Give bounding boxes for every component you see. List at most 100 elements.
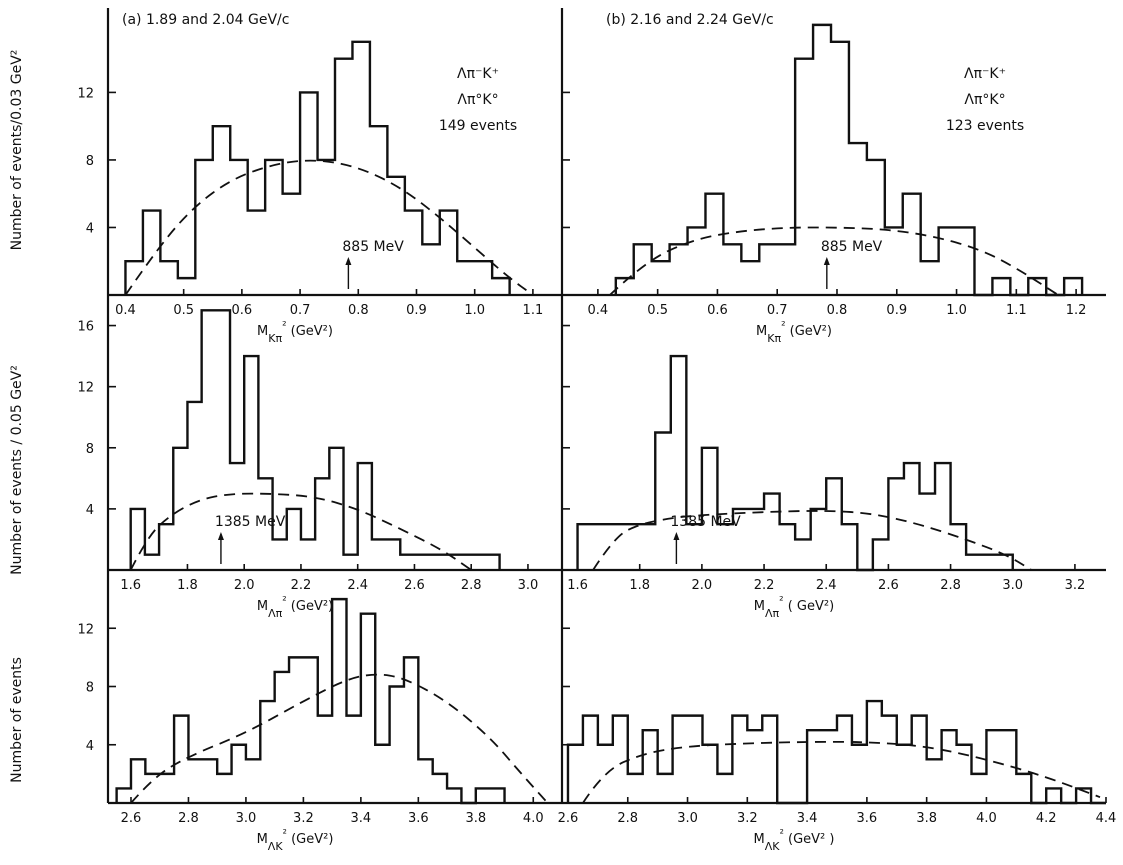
y-axis-label-top: Number of events/0.03 GeV² [9, 50, 25, 251]
x-tick-label: 2.0 [692, 578, 713, 593]
x-tick-label: 3.2 [1065, 578, 1086, 593]
annotation-arrowhead [217, 532, 224, 540]
x-tick-label: 0.7 [290, 303, 311, 318]
x-tick-label: 2.6 [404, 578, 425, 593]
fit-curve [609, 226, 1059, 296]
x-tick-label: 4.2 [1036, 811, 1057, 826]
annotation-label: 1385 MeV [215, 514, 286, 530]
y-tick-label: 8 [86, 442, 94, 457]
x-tick-label: 2.8 [461, 578, 482, 593]
x-tick-label: 4.0 [523, 811, 544, 826]
histogram-bars [566, 699, 1106, 805]
x-axis-label: MKπ² (GeV²) [756, 319, 832, 345]
x-tick-label: 0.4 [588, 303, 609, 318]
annotation-arrowhead [673, 532, 680, 540]
x-tick-label: 2.8 [617, 811, 638, 826]
y-tick-label: 8 [86, 681, 94, 696]
x-tick-label: 4.4 [1096, 811, 1117, 826]
x-tick-label: 2.2 [291, 578, 312, 593]
x-axis-label-sup: ² [781, 319, 785, 332]
x-tick-label: 3.8 [916, 811, 937, 826]
x-axis-label-rest: (GeV²) [287, 324, 333, 339]
histogram-bars [614, 23, 1084, 297]
x-tick-label: 0.7 [767, 303, 788, 318]
annotation-arrowhead [345, 257, 352, 265]
annotation-label: 885 MeV [821, 239, 883, 255]
x-tick-label: 0.8 [827, 303, 848, 318]
x-axis-label-rest: (GeV²) [786, 324, 832, 339]
legend-line: 149 events [439, 118, 517, 134]
x-tick-label: 3.2 [737, 811, 758, 826]
x-tick-label: 3.4 [351, 811, 372, 826]
y-tick-label: 4 [86, 739, 94, 754]
x-axis-label-rest: (GeV²) [287, 832, 333, 847]
x-axis-label-sup: ² [779, 827, 783, 840]
x-axis-label: MΛπ² ( GeV²) [754, 594, 834, 620]
x-axis-label: MΛK² (GeV²) [257, 827, 334, 853]
x-tick-label: 1.1 [523, 303, 544, 318]
x-tick-label: 2.6 [121, 811, 142, 826]
x-tick-label: 2.8 [178, 811, 199, 826]
x-axis-label-sup: ² [282, 319, 286, 332]
x-tick-label: 1.6 [120, 578, 141, 593]
x-tick-label: 1.0 [464, 303, 485, 318]
x-tick-label: 1.8 [629, 578, 650, 593]
x-tick-label: 2.6 [558, 811, 579, 826]
legend-line: Λπ⁻K⁺ [964, 66, 1006, 82]
x-axis-label-sup: ² [282, 594, 286, 607]
x-axis-label-main: M [754, 599, 765, 614]
x-axis-label-rest: (GeV²) [287, 599, 333, 614]
annotation-label: 1385 MeV [670, 514, 741, 530]
x-tick-label: 3.8 [465, 811, 486, 826]
x-tick-label: 0.6 [707, 303, 728, 318]
x-axis-label-main: M [756, 324, 767, 339]
x-tick-label: 2.8 [940, 578, 961, 593]
x-axis-label: MΛπ² (GeV²) [257, 594, 333, 620]
x-axis-label-main: M [257, 324, 268, 339]
x-axis-label-sub: Λπ [765, 607, 780, 620]
x-tick-label: 3.0 [236, 811, 257, 826]
fit-curve [592, 510, 1032, 571]
x-tick-label: 0.4 [115, 303, 136, 318]
y-tick-label: 4 [86, 503, 94, 518]
x-tick-label: 1.0 [946, 303, 967, 318]
x-tick-label: 0.9 [886, 303, 907, 318]
x-tick-label: 2.6 [878, 578, 899, 593]
annotation-label: 885 MeV [342, 239, 404, 255]
y-tick-label: 8 [86, 154, 94, 169]
legend-line: Λπ⁻K⁺ [457, 66, 499, 82]
x-tick-label: 1.8 [177, 578, 198, 593]
x-tick-label: 1.1 [1006, 303, 1027, 318]
x-axis-label-sup: ² [283, 827, 287, 840]
legend-line: Λπ°K° [457, 92, 498, 108]
x-tick-label: 1.2 [1066, 303, 1087, 318]
x-tick-label: 0.8 [348, 303, 369, 318]
y-tick-label: 12 [77, 86, 94, 101]
x-tick-label: 2.0 [234, 578, 255, 593]
x-axis-label-sub: ΛK [765, 840, 781, 853]
x-tick-label: 3.2 [293, 811, 314, 826]
x-axis-label-sub: Kπ [767, 332, 781, 345]
x-tick-label: 3.4 [797, 811, 818, 826]
x-tick-label: 2.4 [347, 578, 368, 593]
x-tick-label: 2.2 [754, 578, 775, 593]
legend-line: 123 events [946, 118, 1024, 134]
x-axis-label-rest: ( GeV²) [784, 599, 835, 614]
annotation-arrowhead [823, 257, 830, 265]
y-tick-label: 12 [77, 381, 94, 396]
x-axis-label-sub: ΛK [268, 840, 284, 853]
y-axis-label-bottom: Number of events [9, 657, 25, 783]
x-tick-label: 2.4 [816, 578, 837, 593]
x-tick-label: 0.9 [406, 303, 427, 318]
x-axis-label-sub: Kπ [268, 332, 282, 345]
x-axis-label: MΛK² (GeV² ) [754, 827, 835, 853]
histogram-bars [129, 309, 501, 570]
legend-line: Λπ°K° [964, 92, 1005, 108]
panel-b_kpi: 0.4 0.5 0.6 0.7 0.8 0.9 1.0 1.1 1.2 MKπ² (GeV²) 88… [560, 8, 1106, 345]
x-tick-label: 3.6 [408, 811, 429, 826]
fit-curve [582, 740, 1101, 804]
